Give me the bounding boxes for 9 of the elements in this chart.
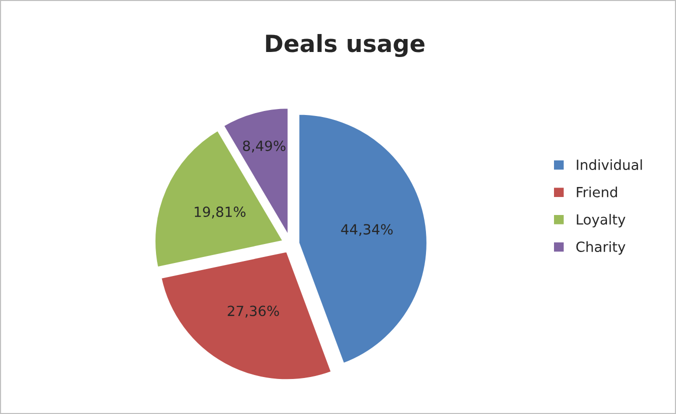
legend-label: Individual	[576, 159, 642, 170]
legend-label: Friend	[576, 186, 617, 198]
legend-label: Loyalty	[576, 214, 626, 228]
data-label: 27,36%	[228, 306, 279, 318]
data-label: 8,49%	[243, 140, 286, 153]
chart-title: Deals usage	[266, 34, 424, 58]
data-label: 19,81%	[194, 206, 246, 218]
legend-label: Charity	[576, 241, 626, 255]
data-label: 44,34%	[341, 224, 393, 236]
